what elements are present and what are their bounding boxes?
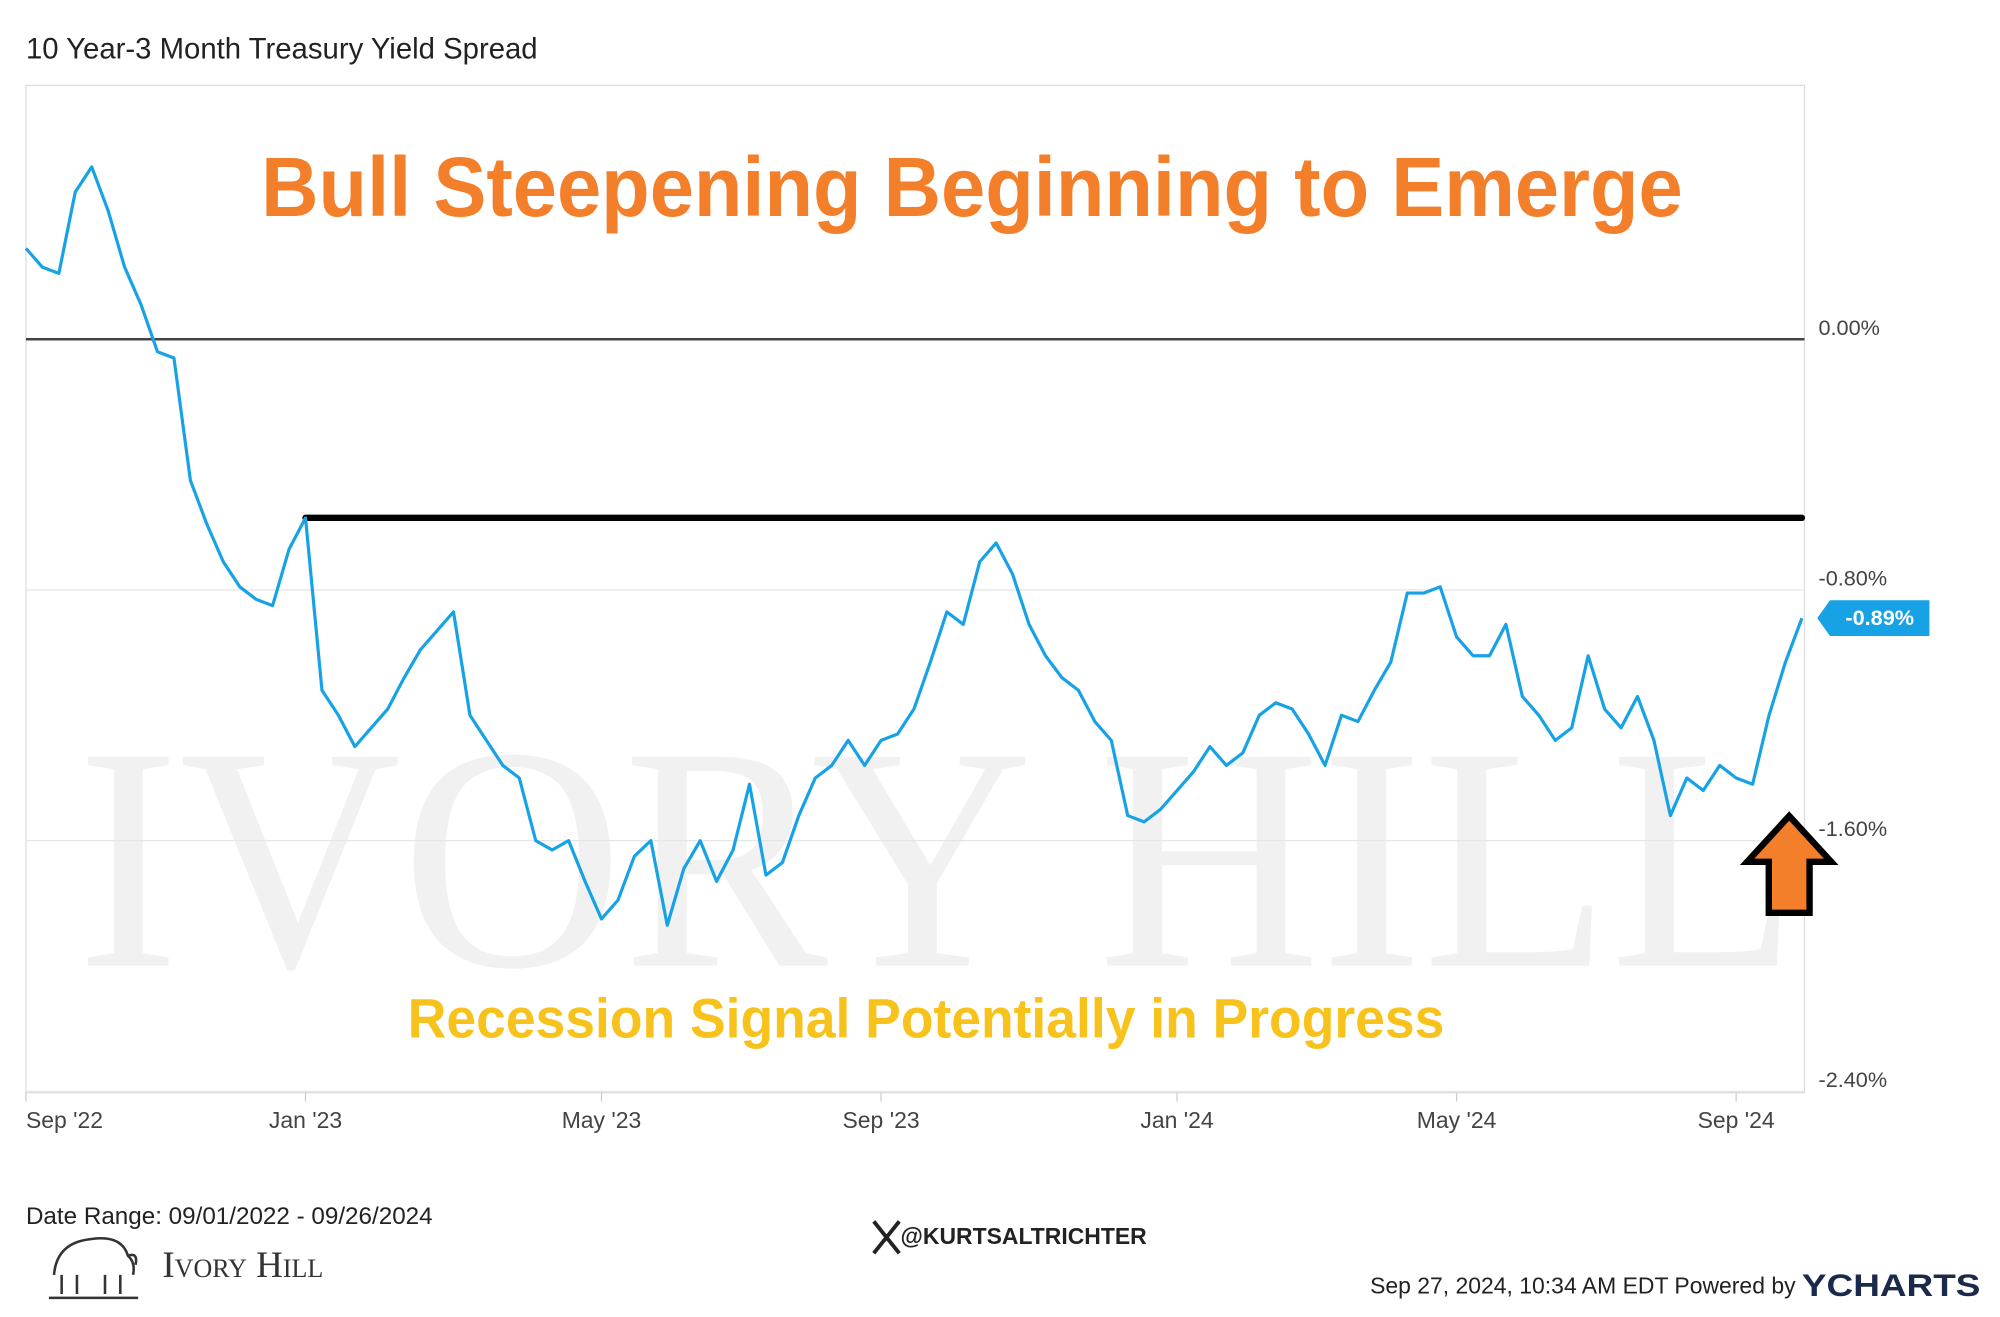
x-tick-label: Sep '22: [26, 1107, 103, 1133]
brand-logo: [48, 1237, 139, 1300]
y-tick-label: -0.80%: [1819, 565, 1888, 590]
value-label: -0.89%: [1845, 605, 1914, 630]
series-line: [24, 165, 1804, 927]
y-tick-label: -2.40%: [1819, 1067, 1888, 1092]
watermark: IVORY HILL: [77, 682, 1798, 1035]
x-logo: [872, 1220, 901, 1255]
brand: Ivory Hill: [162, 1244, 323, 1285]
timestamp: Sep 27, 2024, 10:34 AM EDT Powered by: [1370, 1273, 1796, 1299]
chart-title: 10 Year-3 Month Treasury Yield Spread: [26, 33, 538, 66]
provider: YCHARTS: [1802, 1267, 1980, 1303]
subheadline: Recession Signal Potentially in Progress: [408, 986, 1445, 1049]
x-tick-label: Jan '24: [1140, 1107, 1213, 1133]
plot-frame: [25, 84, 1806, 1094]
x-tick-label: May '24: [1417, 1107, 1497, 1133]
arrow: [1739, 811, 1839, 917]
x-tick-label: Jan '23: [269, 1107, 342, 1133]
x-tick-label: Sep '24: [1698, 1107, 1775, 1133]
value-label-box: [1817, 600, 1930, 636]
date-range: Date Range: 09/01/2022 - 09/26/2024: [26, 1203, 433, 1230]
y-tick-label: 0.00%: [1819, 315, 1880, 340]
handle: @KURTSALTRICHTER: [901, 1223, 1148, 1249]
headline: Bull Steepening Beginning to Emerge: [261, 140, 1683, 234]
x-tick-label: May '23: [562, 1107, 642, 1133]
x-tick-label: Sep '23: [843, 1107, 920, 1133]
y-tick-label: -1.60%: [1819, 816, 1888, 841]
